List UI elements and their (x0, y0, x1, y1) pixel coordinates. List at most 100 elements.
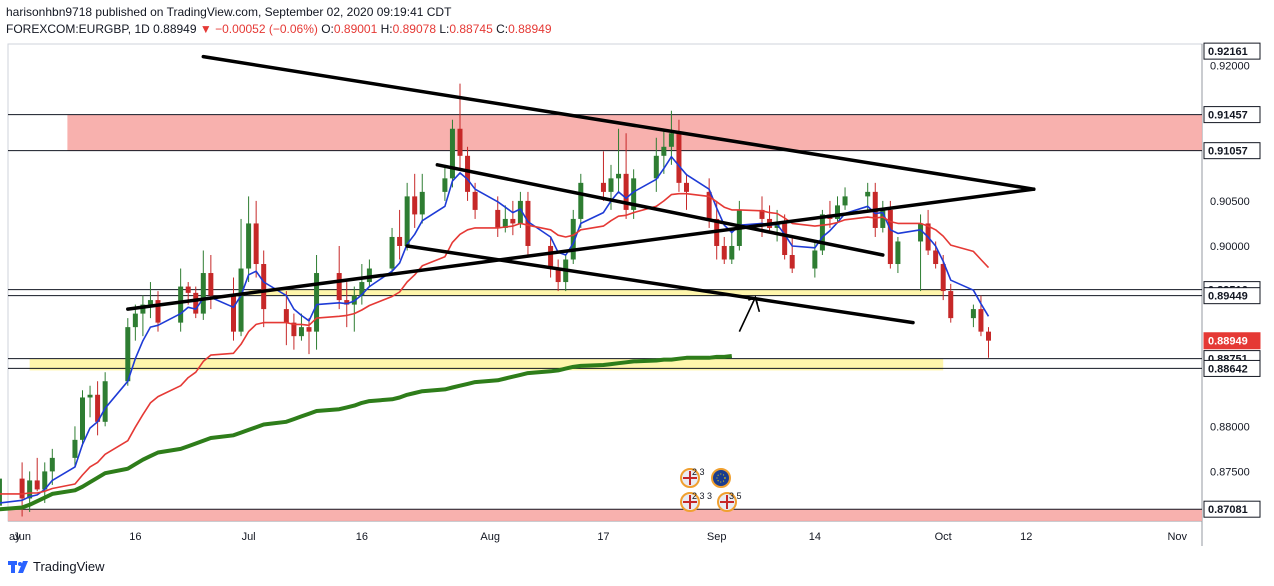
price-label-box (1203, 287, 1261, 305)
candle-body (19, 478, 25, 499)
candle-body (578, 182, 584, 219)
candle-body (306, 327, 312, 332)
price-label: 0.89449 (1203, 287, 1261, 305)
candle (132, 304, 138, 341)
candle-body (676, 133, 682, 183)
candle-body (978, 309, 984, 332)
candle (842, 187, 848, 210)
candle (298, 313, 304, 341)
price-label-text: 0.91057 (1208, 146, 1248, 158)
zone-yellow-3 (29, 358, 944, 371)
candle-body (246, 223, 252, 269)
candle (465, 146, 471, 201)
candle-body (132, 313, 138, 328)
x-tick-label: Sep (707, 531, 727, 543)
candle-body (412, 196, 418, 215)
candle (616, 128, 622, 192)
candle-body (95, 394, 101, 422)
price-label-text: 0.92161 (1208, 46, 1248, 58)
candle (729, 227, 735, 265)
open-value: 0.89001 (333, 22, 378, 36)
candle (918, 214, 924, 292)
candle-body (366, 268, 372, 283)
candle-body (623, 173, 629, 210)
low-value: 0.88745 (449, 22, 493, 36)
candle-body (472, 191, 478, 210)
candle (653, 137, 659, 192)
candle (231, 277, 236, 341)
price-label-box (1203, 359, 1261, 377)
candle (570, 209, 576, 265)
y-tick-label: 0.88000 (1210, 421, 1250, 433)
price-label-text: 0.89449 (1208, 291, 1248, 303)
price-label-text: 0.87081 (1208, 504, 1248, 516)
candle-body (510, 218, 516, 224)
candle-body (193, 292, 199, 314)
candle (314, 254, 320, 350)
x-tick-label: ay (9, 531, 21, 543)
candle (970, 304, 976, 328)
candle (774, 209, 780, 242)
price-label-text: 0.91457 (1208, 110, 1248, 122)
y-tick-label: 0.90000 (1210, 241, 1250, 253)
event-marker-uk-icon: 2 3 3 (680, 491, 712, 512)
candle-body (940, 264, 946, 292)
event-marker-eu-icon (711, 468, 731, 488)
candle-body (608, 178, 614, 192)
zone-yellow-2 (248, 289, 944, 296)
event-marker-uk-icon: 3 5 (717, 491, 742, 512)
ma-line-ema_slow (0, 192, 990, 495)
price-label-box (1203, 500, 1261, 518)
candle-body (283, 309, 289, 323)
price-label-text: 0.88642 (1208, 363, 1248, 375)
candle-body (344, 300, 350, 305)
high-label: H: (380, 22, 393, 36)
candle (600, 151, 606, 201)
candle (344, 282, 350, 328)
candle-body (729, 245, 735, 260)
ma-line-sma_long (0, 354, 733, 512)
candle (246, 196, 252, 283)
candle-body (706, 191, 712, 219)
candle-body (661, 146, 667, 156)
candle (419, 173, 425, 224)
price-label-text: 0.88949 (1208, 336, 1248, 348)
candle (306, 318, 312, 355)
symbol-ohlc-line: FOREXCOM:EURGBP, 1D 0.88949 ▼ −0.00052 (… (6, 21, 552, 38)
candle-body (495, 209, 501, 228)
footer: TradingView (8, 559, 105, 574)
x-tick-label: 16 (356, 531, 368, 543)
candle (948, 283, 954, 323)
candle-body (442, 178, 448, 192)
candle-body (555, 268, 561, 283)
candle-body (631, 178, 637, 210)
candle (208, 254, 214, 310)
candle (661, 128, 667, 174)
candle (895, 236, 901, 274)
candle-body (986, 331, 991, 341)
symbol-label: FOREXCOM:EURGBP, 1D (6, 22, 150, 36)
price-label-box (1203, 332, 1261, 350)
candle-body (336, 273, 342, 301)
candle-body (147, 300, 153, 305)
x-tick-label: 16 (129, 531, 141, 543)
candle-body (668, 133, 674, 147)
candle-body (80, 397, 85, 440)
candle (283, 291, 289, 346)
trendline-1 (126, 187, 1036, 311)
candle (555, 259, 561, 292)
x-tick-label: Jul (242, 531, 256, 543)
candle (668, 110, 674, 165)
candle-body (721, 245, 727, 260)
candle (125, 318, 131, 386)
price-label: 0.88642 (1203, 359, 1261, 377)
candle-body (653, 155, 659, 179)
candle (95, 381, 101, 436)
candle (525, 191, 531, 255)
candle (253, 200, 259, 278)
price-label: 0.87081 (1203, 500, 1261, 518)
y-tick-label: 0.92000 (1210, 61, 1250, 73)
candle (578, 173, 584, 228)
candle-body (502, 218, 508, 228)
